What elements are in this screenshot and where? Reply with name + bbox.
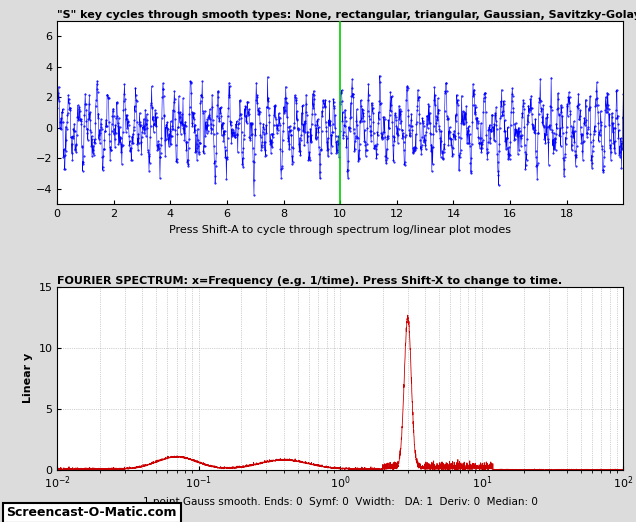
Text: Screencast-O-Matic.com: Screencast-O-Matic.com (6, 506, 177, 519)
X-axis label: Press Shift-A to cycle through spectrum log/linear plot modes: Press Shift-A to cycle through spectrum … (169, 224, 511, 234)
X-axis label: 1 point Gauss smooth. Ends: 0  Symf: 0  Vwidth:   DA: 1  Deriv: 0  Median: 0: 1 point Gauss smooth. Ends: 0 Symf: 0 Vw… (143, 497, 537, 507)
Text: FOURIER SPECTRUM: x=Frequency (e.g. 1/time). Press Shift-X to change to time.: FOURIER SPECTRUM: x=Frequency (e.g. 1/ti… (57, 276, 562, 286)
Y-axis label: Linear y: Linear y (23, 353, 33, 404)
Text: "S" key cycles through smooth types: None, rectangular, triangular, Gaussian, Sa: "S" key cycles through smooth types: Non… (57, 10, 636, 20)
